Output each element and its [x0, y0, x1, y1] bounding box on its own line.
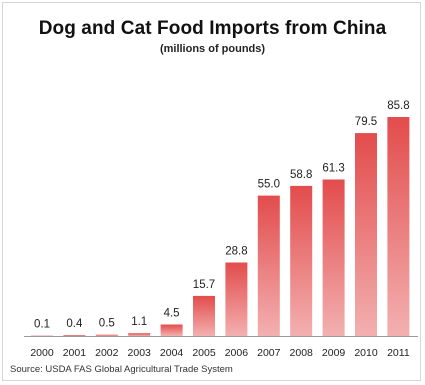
x-tick-label-2004: 2004 [160, 347, 184, 359]
value-label-2000: 0.1 [34, 319, 50, 331]
value-label-2005: 15.7 [193, 279, 215, 291]
x-tick-label-2003: 2003 [128, 347, 152, 359]
value-label-2007: 55.0 [258, 179, 280, 191]
bars-layer [31, 117, 410, 336]
chart-subtitle: (millions of pounds) [159, 43, 266, 55]
bar-2008 [290, 185, 313, 336]
bar-2005 [193, 295, 215, 336]
bar-2009 [322, 179, 345, 336]
value-label-2011: 85.8 [387, 100, 409, 112]
x-tick-label-2007: 2007 [257, 347, 281, 359]
x-tick-label-2000: 2000 [30, 347, 54, 359]
value-label-2009: 61.3 [322, 163, 344, 175]
value-labels-layer: 0.1 0.4 0.5 1.1 4.5 15.7 28.8 55.0 58.8 61.3 79.5 8… [34, 100, 410, 331]
x-tick-label-2008: 2008 [290, 347, 314, 359]
x-tick-labels-layer: 2000 2001 2002 2003 2004 2005 2006 2007 2008 2009… [30, 347, 410, 359]
bar-2007 [257, 195, 280, 336]
value-label-2010: 79.5 [355, 116, 377, 128]
bar-2002 [95, 334, 118, 336]
bar-2006 [225, 262, 248, 336]
source-note: Source: USDA FAS Global Agricultural Tra… [10, 364, 233, 375]
x-tick-label-2005: 2005 [192, 347, 216, 359]
value-label-2003: 1.1 [131, 316, 147, 328]
x-tick-label-2010: 2010 [354, 347, 378, 359]
x-tick-label-2011: 2011 [387, 347, 410, 359]
bar-2004 [160, 324, 183, 336]
x-tick-label-2006: 2006 [225, 347, 249, 359]
chart-title: Dog and Cat Food Imports from China [38, 18, 387, 39]
x-tick-label-2002: 2002 [95, 347, 119, 359]
bar-2001 [63, 335, 86, 336]
value-label-2008: 58.8 [290, 169, 312, 181]
value-label-2002: 0.5 [99, 318, 115, 330]
value-label-2006: 28.8 [225, 246, 247, 258]
bar-2003 [128, 333, 151, 336]
bar-2011 [387, 117, 410, 336]
bar-2010 [355, 133, 377, 336]
value-label-2001: 0.4 [66, 318, 83, 330]
value-label-2004: 4.5 [164, 308, 180, 320]
x-tick-label-2001: 2001 [63, 347, 87, 359]
x-tick-label-2009: 2009 [322, 347, 346, 359]
